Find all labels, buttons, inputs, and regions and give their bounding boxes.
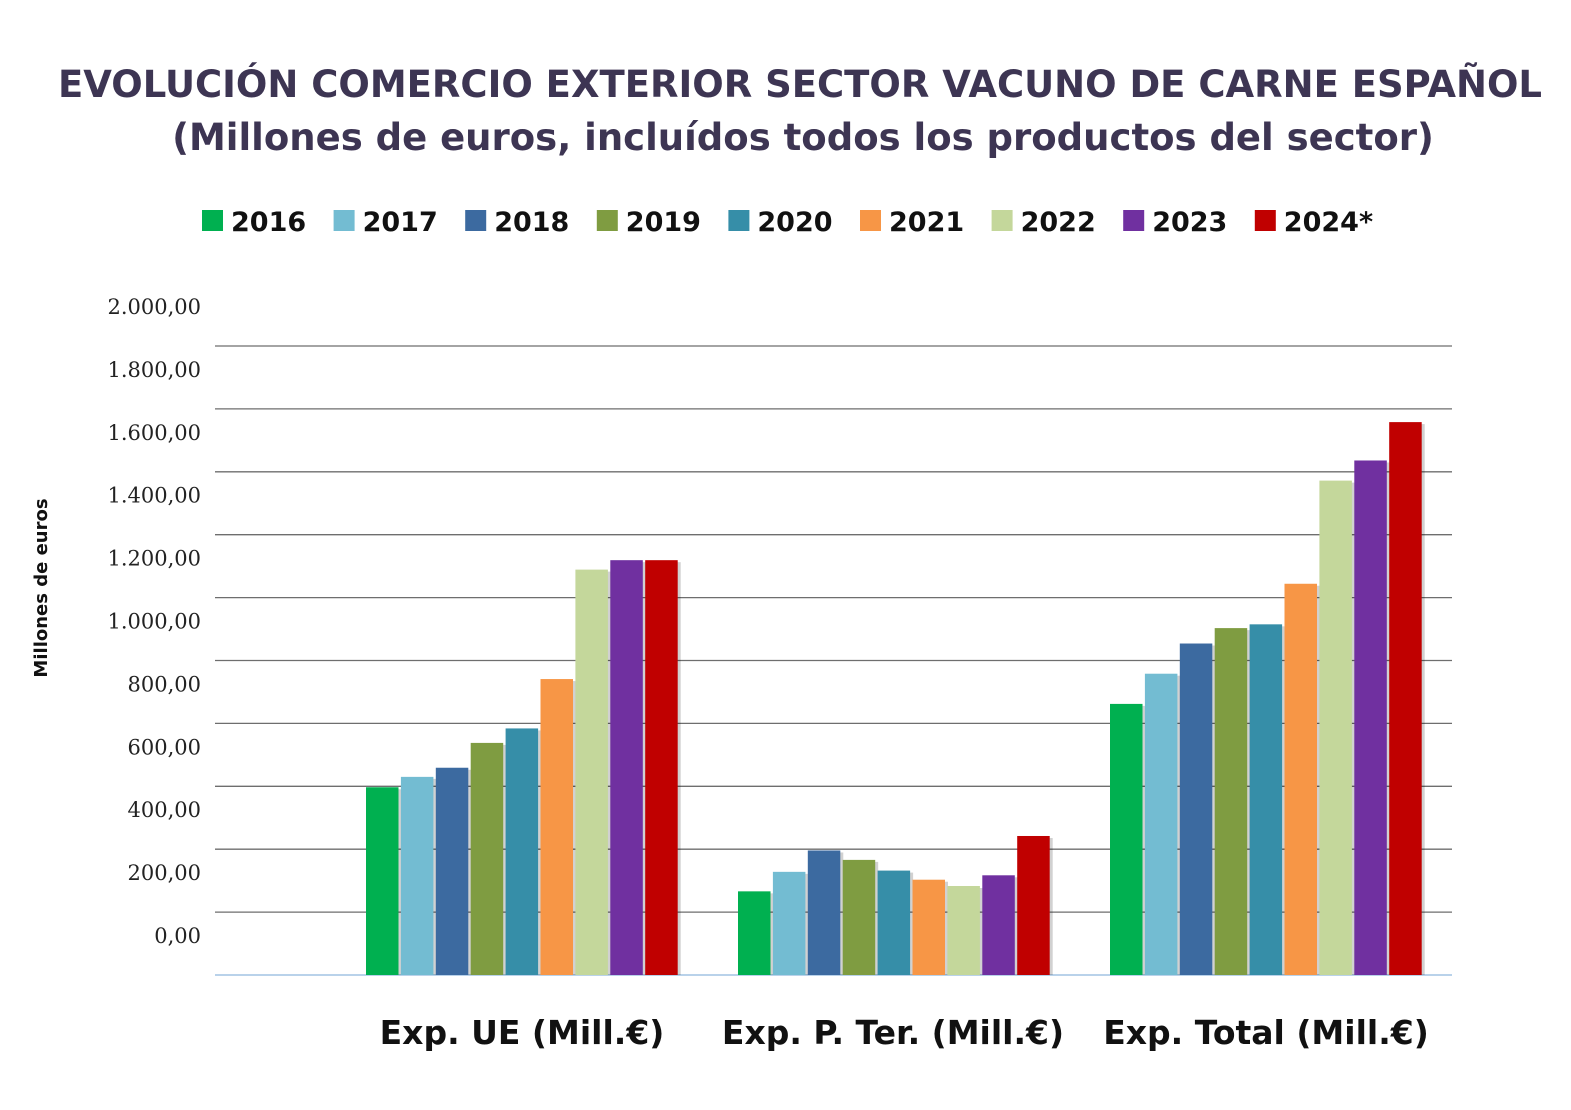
legend-swatch (596, 210, 618, 231)
bar (1110, 703, 1143, 975)
bar (470, 742, 504, 975)
bar (772, 871, 806, 975)
bar (1284, 583, 1317, 975)
x-category-label: Exp. UE (Mill.€) (380, 1013, 665, 1052)
bar (540, 679, 573, 975)
x-category-label: Exp. P. Ter. (Mill.€) (722, 1013, 1064, 1052)
bar (366, 787, 399, 975)
y-tick-label: 600,00 (128, 735, 201, 759)
bar (842, 859, 876, 975)
bar (807, 850, 841, 975)
y-tick-label: 200,00 (128, 861, 201, 885)
legend-label: 2021 (889, 207, 964, 238)
bar (912, 879, 945, 975)
y-tick-label: 1.600,00 (107, 421, 201, 445)
legend-label: 2018 (494, 207, 569, 238)
y-tick-label: 400,00 (128, 798, 201, 822)
y-tick-label: 1.400,00 (107, 484, 201, 508)
legend-label: 2023 (1152, 207, 1227, 238)
chart-title: EVOLUCIÓN COMERCIO EXTERIOR SECTOR VACUN… (58, 62, 1542, 106)
bar-group (738, 835, 1053, 975)
x-category-label: Exp. Total (Mill.€) (1103, 1013, 1429, 1052)
legend-label: 2024* (1284, 207, 1373, 238)
legend-label: 2020 (757, 207, 832, 238)
chart-subtitle: (Millones de euros, incluídos todos los … (172, 116, 1434, 159)
bar (435, 767, 469, 975)
y-tick-label: 1.200,00 (107, 547, 201, 571)
y-tick-label: 0,00 (154, 924, 201, 948)
legend-label: 2017 (363, 207, 438, 238)
y-tick-label: 2.000,00 (107, 295, 201, 319)
bar (400, 776, 434, 975)
bar-group (1110, 422, 1425, 975)
y-tick-label: 1.800,00 (107, 358, 201, 382)
category-labels: Exp. UE (Mill.€) Exp. P. Ter. (Mill.€) Exp… (380, 1013, 1429, 1052)
y-tick-label: 800,00 (128, 672, 201, 696)
bar-group (366, 560, 681, 975)
bar (1179, 643, 1213, 975)
legend-swatch (860, 210, 881, 231)
legend-swatch (991, 210, 1013, 231)
bar (1144, 673, 1178, 975)
legend-label: 2019 (626, 207, 701, 238)
bar (982, 875, 1015, 975)
legend-swatch (202, 210, 223, 231)
legend-swatch (728, 210, 750, 231)
bar (1249, 624, 1283, 975)
legend-label: 2022 (1021, 207, 1096, 238)
bar (610, 560, 643, 975)
bar (1354, 460, 1387, 975)
y-axis-label: Millones de euros (31, 498, 52, 677)
bar (947, 885, 980, 975)
legend-swatch (1123, 210, 1145, 231)
legend-swatch (1254, 210, 1276, 231)
bars (366, 422, 1425, 975)
bar (1389, 422, 1422, 975)
legend: 2016 2017 2018 2019 2020 2021 2022 2023 2024* (202, 207, 1373, 238)
bar (645, 560, 678, 975)
bar (1017, 835, 1050, 975)
legend-swatch (465, 210, 487, 231)
y-axis-ticks: 0,00 200,00 400,00 600,00 800,00 1.000,00 1.20… (107, 295, 201, 948)
bar (738, 891, 771, 975)
bar (575, 569, 608, 975)
bar (1319, 480, 1352, 975)
y-tick-label: 1.000,00 (107, 610, 201, 634)
bar (1214, 628, 1248, 975)
legend-swatch (333, 210, 355, 231)
bar (877, 870, 911, 975)
legend-label: 2016 (231, 207, 306, 238)
bar (505, 728, 539, 975)
